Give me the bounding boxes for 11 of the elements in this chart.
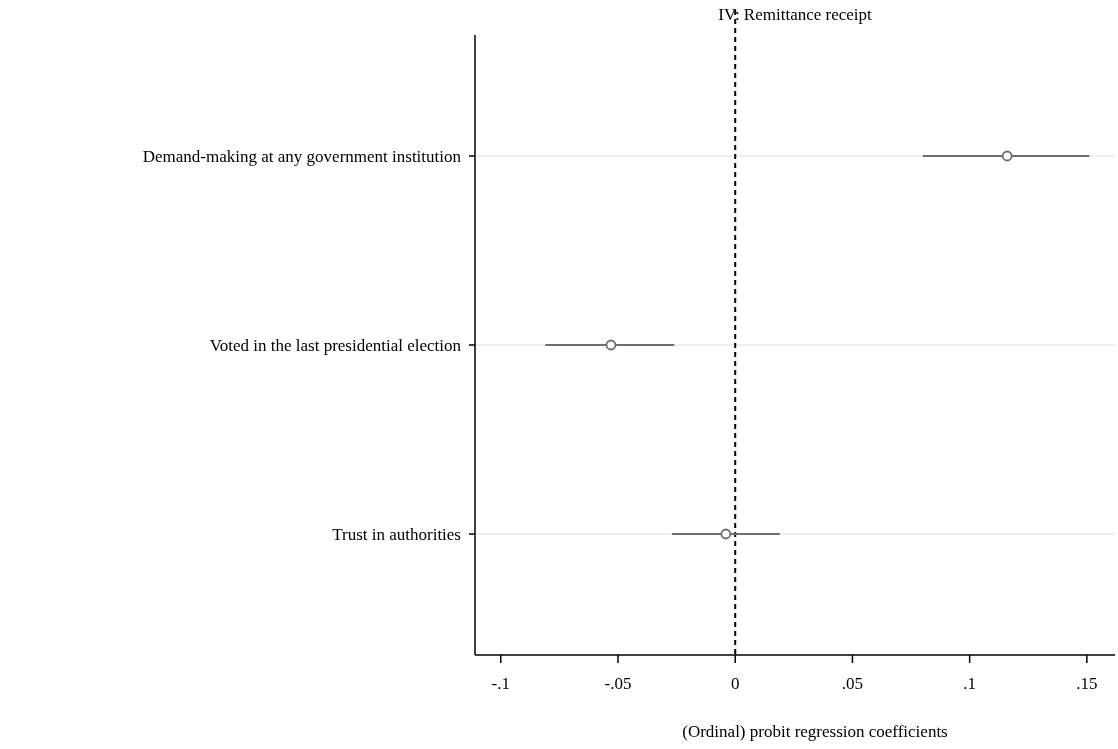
x-tick-label: 0 — [730, 674, 740, 693]
x-tick-label: -.05 — [604, 674, 632, 693]
y-tick-label: Voted in the last presidential election — [209, 336, 462, 355]
y-tick-label: Demand-making at any government institution — [142, 146, 462, 166]
x-tick-label: .1 — [963, 674, 977, 693]
x-tick-label: .05 — [841, 674, 864, 693]
x-axis-title: (Ordinal) probit regression coefficients — [682, 722, 948, 741]
chart-title: IV: Remittance receipt — [718, 5, 873, 24]
x-tick-label: -.1 — [491, 674, 510, 693]
x-tick-label: .15 — [1076, 674, 1098, 693]
y-tick-label: Trust in authorities — [332, 525, 461, 545]
